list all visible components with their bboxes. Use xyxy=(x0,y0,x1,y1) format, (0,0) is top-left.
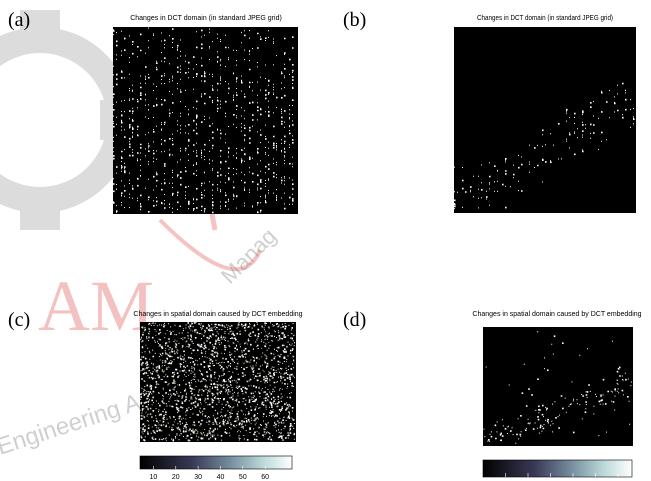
watermark-text: Engineering A xyxy=(0,389,144,461)
watermark-text: Manag xyxy=(216,223,281,288)
colorbar-tick-label: 60 xyxy=(261,474,269,481)
watermark-gear xyxy=(0,10,130,230)
colorbar-tick-label: 40 xyxy=(217,474,225,481)
image xyxy=(113,27,298,214)
colorbar-tick-label: 10 xyxy=(150,474,158,481)
panel-label: (b) xyxy=(343,9,366,31)
image xyxy=(454,27,636,213)
colorbar xyxy=(140,456,292,469)
panel-title: Changes in spatial domain caused by DCT … xyxy=(133,311,302,318)
panel-title: Changes in spatial domain caused by DCT … xyxy=(472,311,641,318)
panel-title: Changes in DCT domain (in standard JPEG … xyxy=(477,15,613,22)
colorbar-tick-label: 30 xyxy=(194,474,202,481)
colorbar-tick-label: 50 xyxy=(239,474,247,481)
panel-label: (d) xyxy=(343,309,366,331)
watermark-logo: AM xyxy=(38,266,154,346)
panel-label: (c) xyxy=(8,309,30,331)
figure: AM Engineering A Manag (a) (b) (c) (d) C… xyxy=(0,0,651,481)
colorbar-tick-label: 20 xyxy=(172,474,180,481)
panel-title: Changes in DCT domain (in standard JPEG … xyxy=(130,15,282,22)
panel-label: (a) xyxy=(8,9,30,31)
